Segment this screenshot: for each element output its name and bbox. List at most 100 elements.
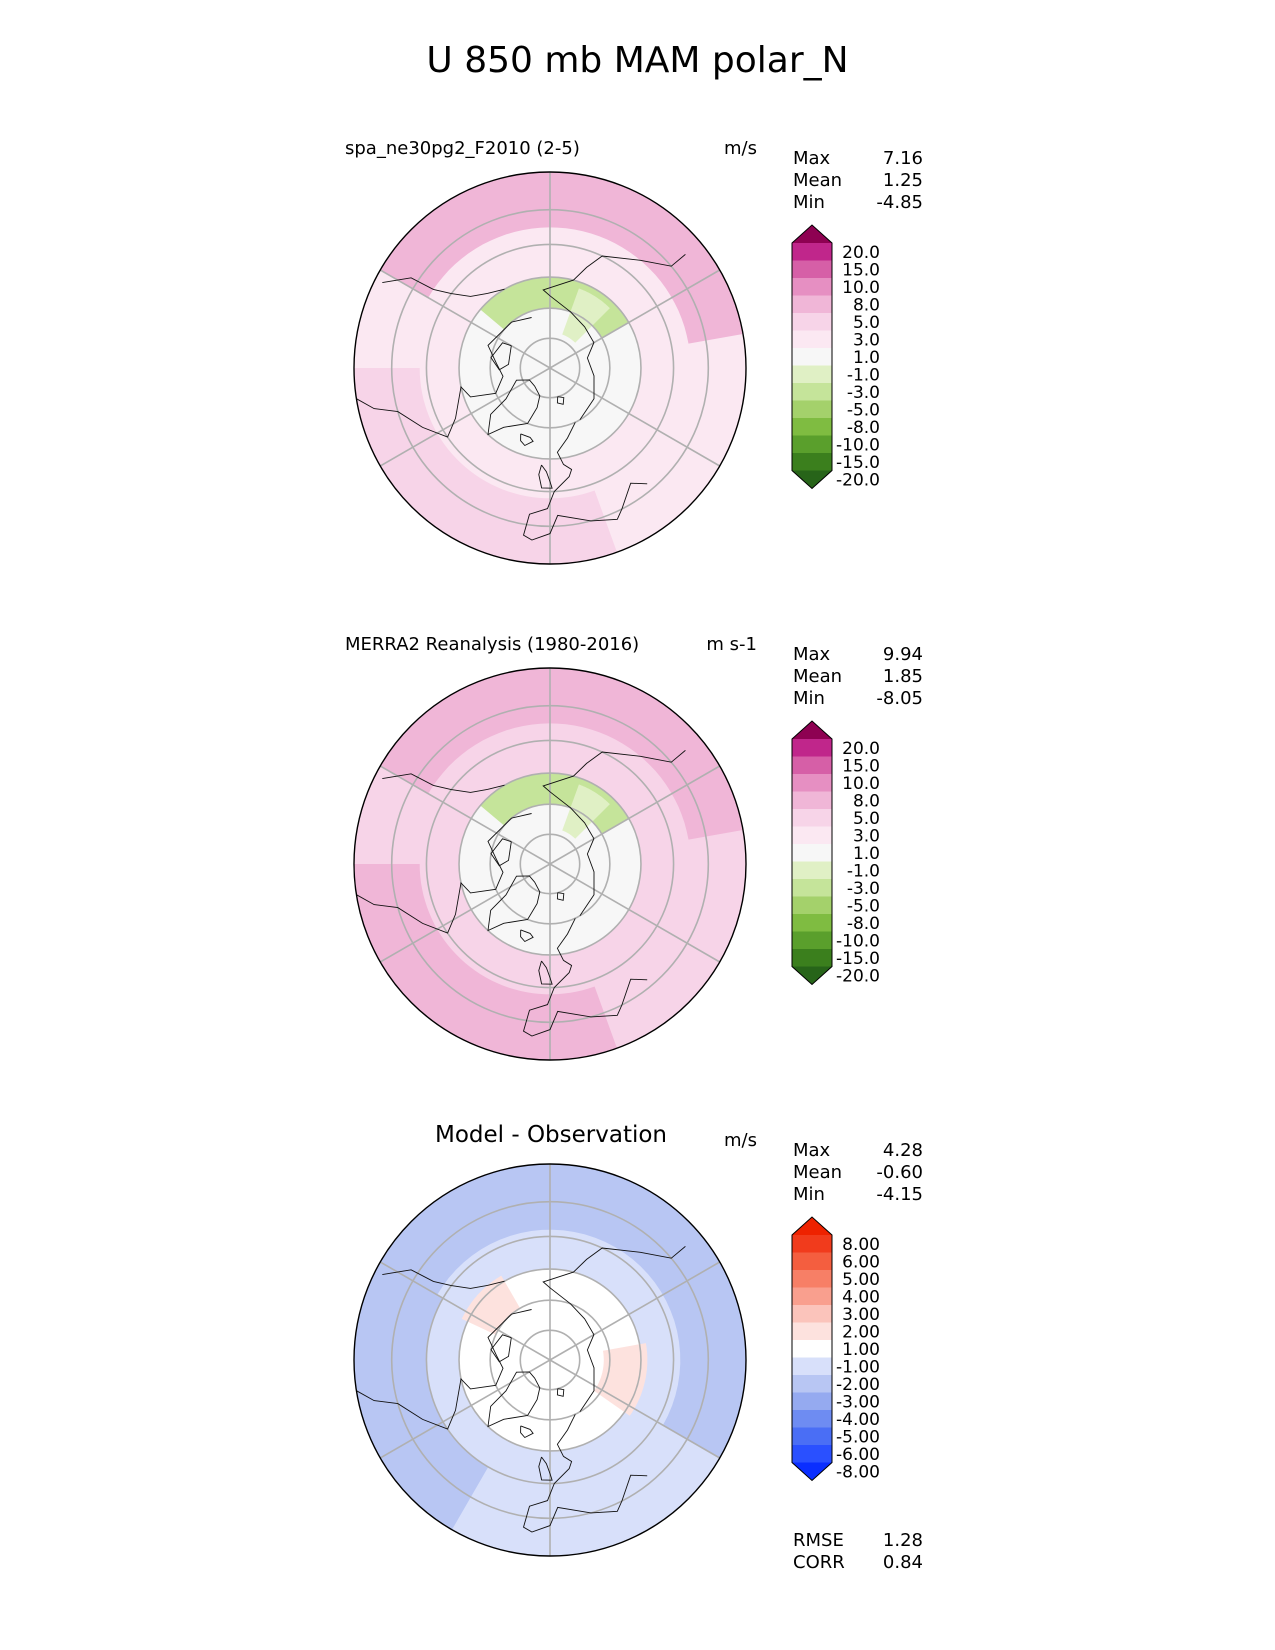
stat-corr: CORR 0.84: [793, 1552, 923, 1574]
region-north-atlantic-westerlies: [354, 864, 617, 1060]
panel-units: m s-1: [706, 634, 757, 655]
colorbar: 20.015.010.08.05.03.01.0-1.0-3.0-5.0-8.0…: [791, 224, 880, 490]
colorbar-tick-label: 3.0: [853, 826, 880, 846]
colorbar-segment: [792, 1340, 832, 1358]
stat-value: 0.84: [882, 1552, 923, 1573]
colorbar-tick-label: -5.0: [847, 400, 880, 420]
coastline: [487, 1371, 541, 1428]
colorbar-tick-label: -15.0: [836, 453, 880, 473]
stat-rmse: RMSE 1.28: [793, 1530, 923, 1552]
colorbar-tick-label: -3.00: [836, 1392, 880, 1412]
region-north-pacific-westerlies: [380, 172, 743, 344]
coastline: [542, 1246, 686, 1413]
stats-box: Max 4.28 Mean -0.60 Min -4.15: [793, 1140, 923, 1206]
stat-label: Mean: [793, 170, 843, 191]
meridian-line: [549, 765, 721, 865]
colorbar-segment: [792, 295, 832, 313]
colorbar-tick-label: 3.00: [842, 1305, 880, 1325]
colorbar-segment: [792, 1235, 832, 1253]
colorbar-tick-label: 6.00: [842, 1252, 880, 1272]
field-layer: [354, 172, 746, 564]
coastline: [487, 875, 541, 932]
coastline: [556, 396, 565, 405]
colorbar-tick-label: 15.0: [842, 756, 880, 776]
colorbar-extend-top: [792, 721, 832, 739]
colorbar-segment: [792, 1410, 832, 1428]
coastline: [356, 1309, 532, 1430]
stat-mean: Mean 1.85: [793, 666, 923, 688]
field-layer: [354, 668, 746, 1060]
stat-label: Min: [793, 192, 825, 213]
region-north-atlantic-westerlies: [354, 368, 617, 564]
colorbar-tick-label: -3.0: [847, 879, 880, 899]
colorbar-segment: [792, 826, 832, 844]
stat-label: Max: [793, 1140, 831, 1161]
coastline: [356, 813, 532, 934]
stat-value: -0.60: [876, 1162, 923, 1183]
colorbar-tick-label: 4.00: [842, 1287, 880, 1307]
meridian-line: [549, 269, 721, 369]
panel-title: Model - Observation: [434, 1122, 668, 1148]
stat-value: 4.28: [882, 1140, 923, 1161]
colorbar-segment: [792, 365, 832, 383]
colorbar-tick-label: -10.0: [836, 435, 880, 455]
coastline: [522, 918, 648, 1037]
field-layer: [354, 1164, 746, 1556]
colorbar-segment: [792, 774, 832, 792]
meridian-line: [549, 1359, 721, 1459]
colorbar-segment: [792, 1392, 832, 1410]
coastline: [382, 773, 505, 793]
colorbar-segment: [792, 260, 832, 278]
colorbar-segment: [792, 453, 832, 471]
colorbar-tick-label: 15.0: [842, 260, 880, 280]
colorbar-tick-label: 8.0: [853, 791, 880, 811]
colorbar-tick-label: 8.0: [853, 295, 880, 315]
meridian-line: [549, 863, 721, 963]
region-siberia-positive: [594, 1343, 648, 1416]
colorbar-outline: [791, 224, 833, 490]
colorbar-tick-label: -5.00: [836, 1427, 880, 1447]
colorbar-segment: [792, 1445, 832, 1463]
colorbar-tick-label: 5.00: [842, 1270, 880, 1290]
coastline: [490, 1334, 512, 1363]
stat-value: 1.28: [882, 1530, 923, 1551]
colorbar-tick-label: -4.00: [836, 1410, 880, 1430]
colorbar-segment: [792, 844, 832, 862]
colorbar-segment: [792, 879, 832, 897]
colorbar-tick-label: 3.0: [853, 330, 880, 350]
region-north-atlantic-difference: [354, 1262, 489, 1530]
stat-label: Max: [793, 644, 831, 665]
meridian-line: [379, 269, 551, 369]
colorbar-segment: [792, 1270, 832, 1288]
colorbar-tick-label: -20.0: [836, 470, 880, 490]
meridian-line: [379, 863, 551, 963]
colorbar-tick-label: 1.00: [842, 1340, 880, 1360]
colorbar-segment: [792, 809, 832, 827]
colorbar-tick-label: 20.0: [842, 739, 880, 759]
colorbar-segment: [792, 348, 832, 366]
coastline: [542, 750, 686, 917]
colorbar-tick-label: -20.0: [836, 966, 880, 986]
panel-title: spa_ne30pg2_F2010 (2-5): [345, 138, 580, 159]
coastline: [522, 422, 648, 541]
colorbar-tick-label: -8.0: [847, 418, 880, 438]
region-north-pacific-westerlies: [380, 668, 743, 840]
colorbar-segment: [792, 1322, 832, 1340]
colorbar-segment: [792, 896, 832, 914]
map-boundary: [353, 171, 747, 565]
panel-units: m/s: [724, 1130, 757, 1151]
colorbar-segment: [792, 330, 832, 348]
stat-mean: Mean -0.60: [793, 1162, 923, 1184]
meridian-line: [549, 1261, 721, 1361]
coastline: [520, 1425, 534, 1439]
colorbar-tick-label: -8.0: [847, 914, 880, 934]
coastline: [356, 317, 532, 438]
map-boundary: [353, 1163, 747, 1557]
colorbar-segment: [792, 435, 832, 453]
stat-label: Min: [793, 1184, 825, 1205]
colorbar-outline: [791, 720, 833, 986]
colorbar-tick-label: -1.00: [836, 1357, 880, 1377]
coastline: [490, 342, 512, 371]
colorbar-segment: [792, 1427, 832, 1445]
coastline: [520, 433, 534, 447]
